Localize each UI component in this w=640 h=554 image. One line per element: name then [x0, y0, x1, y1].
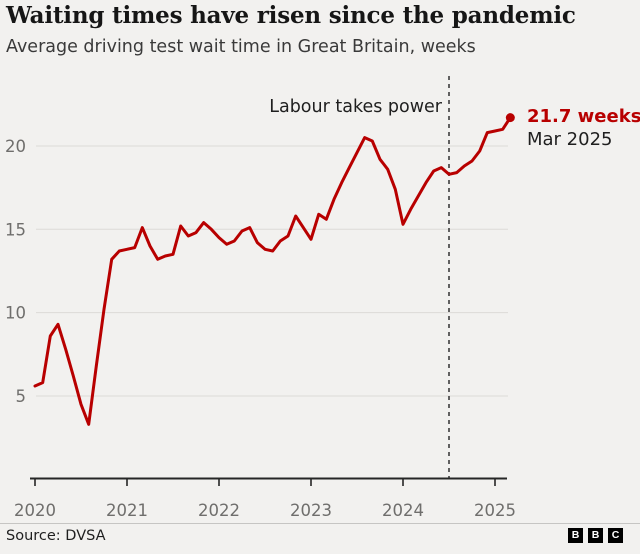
x-axis-label: 2023: [290, 501, 332, 520]
wait-time-line: [33, 116, 512, 426]
x-axis-label: 2022: [198, 501, 240, 520]
latest-point-dot: [505, 113, 515, 123]
footer-divider: [0, 523, 640, 524]
bbc-logo-block: C: [608, 528, 623, 543]
page-title: Waiting times have risen since the pande…: [6, 2, 576, 29]
y-axis-label: 5: [16, 387, 27, 406]
chart-subtitle: Average driving test wait time in Great …: [6, 37, 476, 57]
x-axis-label: 2024: [382, 501, 424, 520]
y-axis-label: 10: [5, 304, 26, 323]
x-axis-label: 2020: [14, 501, 56, 520]
event-annotation-label: Labour takes power: [269, 97, 442, 117]
x-axis-label: 2025: [474, 501, 516, 520]
latest-value-label: 21.7 weeks: [527, 106, 640, 127]
bbc-logo-block: B: [568, 528, 583, 543]
latest-date-label: Mar 2025: [527, 129, 613, 150]
x-axis-label: 2021: [106, 501, 148, 520]
bbc-logo-block: B: [588, 528, 603, 543]
source-label: Source: DVSA: [6, 528, 106, 544]
y-axis-label: 20: [5, 137, 26, 156]
y-axis-label: 15: [5, 220, 26, 239]
